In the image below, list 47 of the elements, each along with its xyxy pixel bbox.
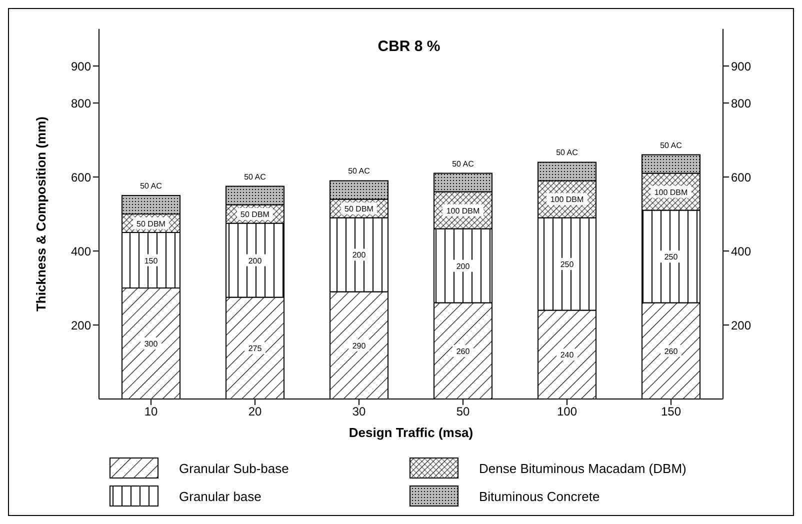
- text: CBR 8 %: [378, 38, 440, 55]
- data-label: 200: [352, 250, 366, 260]
- data-label: 200: [456, 262, 470, 271]
- x-tick-label: 150: [660, 404, 682, 419]
- data-label: 50 AC: [140, 182, 162, 190]
- data-label: 100 DBM: [654, 188, 688, 197]
- data-label: 275: [248, 344, 262, 354]
- data-label: 200: [248, 256, 262, 266]
- x-axis-title: Design Traffic (msa): [348, 425, 474, 440]
- x-tick-label: 50: [456, 404, 470, 419]
- data-label: 100 DBM: [446, 206, 480, 216]
- y2-tick-label: 600: [731, 170, 752, 184]
- legend-label: Dense Bituminous Macadam (DBM): [479, 460, 686, 476]
- data-label: 50 AC: [348, 166, 370, 176]
- y2-tick-label: 200: [731, 318, 752, 332]
- y-tick-label: 400: [70, 244, 92, 258]
- y-tick-label: 900: [70, 59, 92, 74]
- data-label: 260: [664, 346, 678, 356]
- data-label: 50 DBM: [344, 204, 374, 214]
- data-label: 50 DBM: [136, 219, 166, 228]
- data-label: 300: [144, 340, 158, 348]
- y-tick-label: 600: [70, 170, 92, 184]
- data-label: 260: [456, 346, 470, 356]
- x-tick-label: 30: [352, 404, 366, 419]
- data-label: 250: [664, 252, 678, 262]
- data-label: 50 AC: [452, 159, 474, 168]
- data-label: 100 DBM: [550, 195, 584, 204]
- y-tick-label: 800: [70, 96, 92, 110]
- data-label: 50 AC: [244, 172, 266, 182]
- y2-tick-label: 800: [731, 96, 752, 110]
- data-label: 240: [560, 350, 574, 360]
- legend-label: Granular base: [179, 488, 262, 504]
- x-tick-label: 100: [556, 404, 578, 419]
- data-label: 50 AC: [660, 140, 682, 150]
- x-tick-label: 10: [144, 404, 158, 419]
- data-label: 150: [144, 256, 158, 266]
- data-label: 50 AC: [556, 148, 578, 158]
- data-label: 50 DBM: [240, 210, 270, 219]
- legend-label: Bituminous Concrete: [479, 488, 600, 504]
- legend-label: Granular Sub-base: [179, 460, 289, 476]
- y-axis-title: Thickness & Composition (mm): [34, 116, 49, 312]
- y2-tick-label: 400: [731, 244, 752, 258]
- y2-tick-label: 900: [731, 59, 752, 74]
- data-label: 250: [560, 260, 574, 269]
- y-tick-label: 200: [70, 318, 92, 332]
- x-tick-label: 20: [248, 404, 262, 419]
- data-label: 290: [352, 341, 366, 350]
